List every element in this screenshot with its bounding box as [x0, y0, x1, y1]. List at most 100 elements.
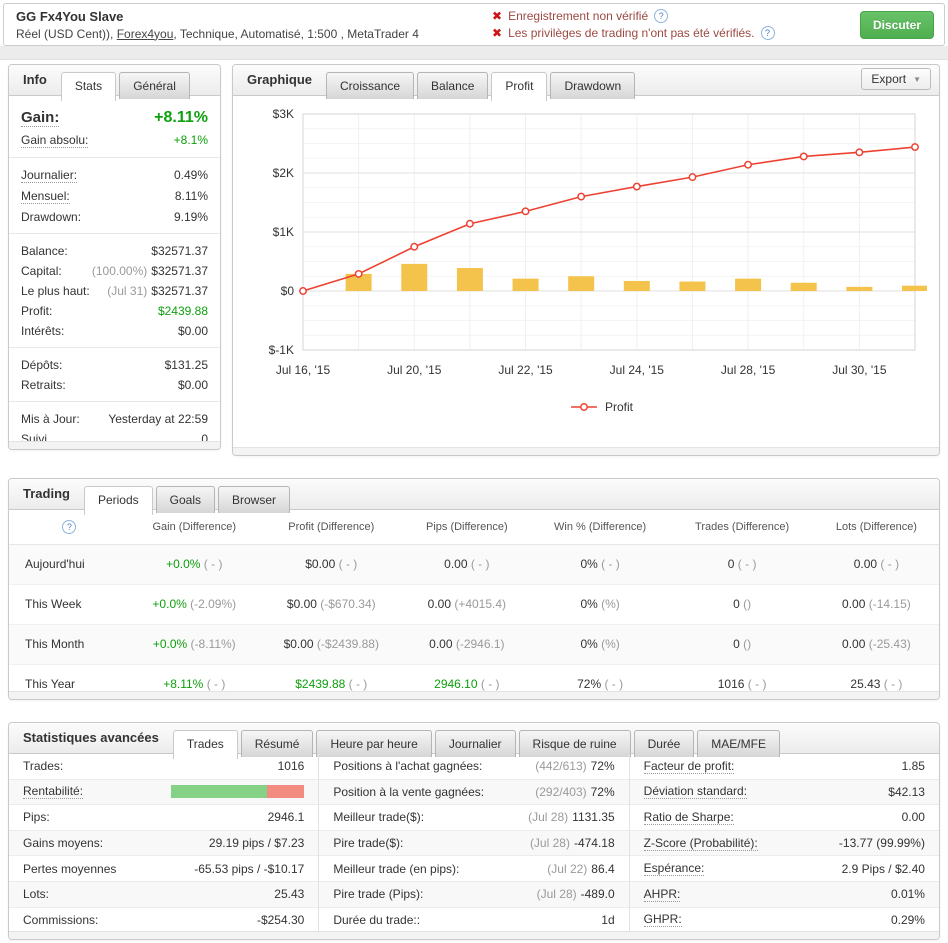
tab-mae-mfe[interactable]: MAE/MFE	[697, 730, 780, 757]
x-axis-label: Jul 20, '15	[387, 363, 442, 377]
stat-value: 1d	[601, 913, 614, 927]
tab-profit[interactable]: Profit	[491, 72, 548, 101]
stat-label: Z-Score (Probabilité):	[643, 835, 758, 851]
stat-label: Commissions:	[23, 912, 99, 927]
period-cell: 0.00 (-2946.1)	[403, 624, 530, 665]
info-value-main: $0.00	[177, 378, 208, 392]
chart-body: $3K $2K $1K $0 $-1K Jul 16, '15 Jul 20, '15 Jul…	[233, 96, 939, 453]
period-cell: 0.00 ( - )	[813, 544, 939, 585]
tab-heure-par-heure[interactable]: Heure par heure	[316, 730, 432, 757]
period-cell: 0% (%)	[529, 584, 671, 625]
trading-panel: Trading Periods Goals Browser ? Gain (Diffe…	[8, 478, 940, 700]
stat-label: Lots:	[23, 887, 50, 902]
tab-stats[interactable]: Stats	[60, 72, 117, 101]
cell-value: $0.00	[286, 597, 317, 611]
stat-row-pips: Pips: 2946.1	[9, 805, 319, 831]
warning-text: Enregistrement non vérifié	[508, 8, 649, 23]
warning-row: ✖ Les privilèges de trading n'ont pas ét…	[492, 25, 860, 42]
info-value-main: 8.11%	[174, 189, 208, 203]
info-value: $2439.88	[158, 304, 208, 318]
cell-difference: ( - )	[597, 557, 620, 571]
stat-row-pire-trade-pips: Pire trade (Pips): (Jul 28) -489.0	[319, 881, 629, 908]
cell-difference: (-2946.1)	[452, 637, 505, 651]
info-label: Balance:	[21, 244, 68, 258]
cell-value: +0.0%	[166, 557, 201, 571]
profit-point-9	[799, 152, 808, 161]
advanced-stats-panel: Statistiques avancées Trades Résumé Heure …	[8, 722, 940, 940]
profit-bar-5	[623, 280, 650, 291]
info-value: (100.00%) $32571.37	[92, 264, 208, 278]
x-axis-label: Jul 28, '15	[721, 363, 776, 377]
tab-drawdown[interactable]: Drawdown	[550, 72, 636, 99]
column-header-gain-difference: Gain (Difference)	[129, 510, 259, 545]
profitability-bar	[171, 785, 305, 799]
tab-journalier[interactable]: Journalier	[434, 730, 516, 757]
tab-goals[interactable]: Goals	[155, 486, 215, 513]
stat-label: Meilleur trade($):	[333, 810, 425, 825]
chat-button[interactable]: Discuter	[859, 10, 934, 39]
profit-bar-3	[512, 278, 539, 291]
stat-row-lots: Lots: 25.43	[9, 881, 319, 908]
red-x-icon: ✖	[492, 25, 503, 40]
cell-value: 72%	[577, 677, 602, 691]
profit-bar-7	[735, 278, 762, 291]
tab-balance[interactable]: Balance	[417, 72, 489, 99]
tab-browser[interactable]: Browser	[218, 486, 291, 513]
tab-r-sum[interactable]: Résumé	[240, 730, 314, 757]
stat-label: Position à la vente gagnées:	[333, 784, 485, 799]
info-section: Balance: $32571.37 Capital: (100.00%) $32571…	[9, 233, 220, 347]
period-label: This Week	[9, 584, 130, 625]
periods-table: ? Gain (Difference) Profit (Difference) Pip…	[9, 510, 939, 699]
stat-row-meilleur-trade: Meilleur trade($): (Jul 28) 1131.35	[319, 805, 629, 831]
table-row-this-week: This Week +0.0% (-2.09%) $0.00 (-$670.34) 0…	[9, 584, 939, 625]
stat-value-main: 72%	[590, 784, 615, 799]
stat-row-gains-moyens: Gains moyens: 29.19 pips / $7.23	[9, 830, 319, 857]
tab-dur-e[interactable]: Durée	[633, 730, 695, 757]
x-axis-label: Jul 22, '15	[498, 363, 553, 377]
info-value-main: $0.00	[177, 324, 208, 338]
stat-label: Ratio de Sharpe:	[643, 809, 734, 825]
y-axis-label: $2K	[273, 166, 294, 180]
tab-periods[interactable]: Periods	[83, 486, 153, 515]
info-value: 9.19%	[174, 210, 208, 224]
tab-croissance[interactable]: Croissance	[326, 72, 415, 99]
tab-risque-de-ruine[interactable]: Risque de ruine	[518, 730, 631, 757]
cell-difference: ()	[739, 597, 752, 611]
stat-value-main: 2946.1	[267, 810, 305, 825]
help-icon[interactable]: ?	[760, 26, 775, 40]
stat-value-main: 0.00	[901, 810, 925, 825]
export-button[interactable]: Export ▼	[861, 68, 931, 90]
stat-value: -13.77 (99.99%)	[839, 836, 925, 850]
profit-bar-8	[790, 282, 817, 291]
help-icon[interactable]: ?	[654, 9, 669, 23]
cell-difference: ()	[739, 637, 752, 651]
stat-value-main: -$254.30	[256, 912, 305, 927]
info-value-main: 0	[201, 432, 208, 446]
help-icon[interactable]: ?	[62, 520, 77, 534]
profit-chart[interactable]: $3K $2K $1K $0 $-1K Jul 16, '15 Jul 20, '15 Jul…	[243, 102, 928, 442]
warning-row: ✖ Enregistrement non vérifié ?	[492, 8, 860, 25]
info-value: $32571.37	[151, 244, 208, 258]
advanced-stats-body: Trades: 1016 Rentabilité: Pips: 2946.1 Gains …	[9, 754, 939, 934]
broker-link[interactable]: Forex4you	[116, 26, 174, 41]
cell-difference: ( - )	[345, 677, 368, 691]
tab-trades[interactable]: Trades	[172, 730, 238, 759]
stat-value-note: (Jul 28)	[529, 836, 570, 851]
stat-value: (442/613) 72%	[535, 759, 614, 773]
cell-difference: ( - )	[203, 677, 226, 691]
stat-value: 0.00	[902, 810, 925, 824]
cell-value: 0.00	[427, 597, 451, 611]
cell-value: 0%	[580, 557, 598, 571]
stat-label: Pire trade($):	[333, 836, 404, 851]
profit-point-3	[465, 219, 474, 228]
stat-label: Meilleur trade (en pips):	[333, 861, 460, 876]
info-row-gain-absolu: Gain absolu: +8.1%	[21, 130, 208, 151]
info-label: Profit:	[21, 304, 53, 318]
stat-row-ratio-de-sharpe: Ratio de Sharpe: 0.00	[629, 805, 939, 831]
panel-footer	[9, 691, 939, 699]
info-value-main: Yesterday at 22:59	[108, 412, 208, 426]
info-row-mensuel: Mensuel: 8.11%	[21, 186, 208, 207]
tab-g-n-ral[interactable]: Général	[119, 72, 190, 99]
cell-value: +0.0%	[152, 597, 187, 611]
stat-value: (292/403) 72%	[535, 785, 614, 799]
